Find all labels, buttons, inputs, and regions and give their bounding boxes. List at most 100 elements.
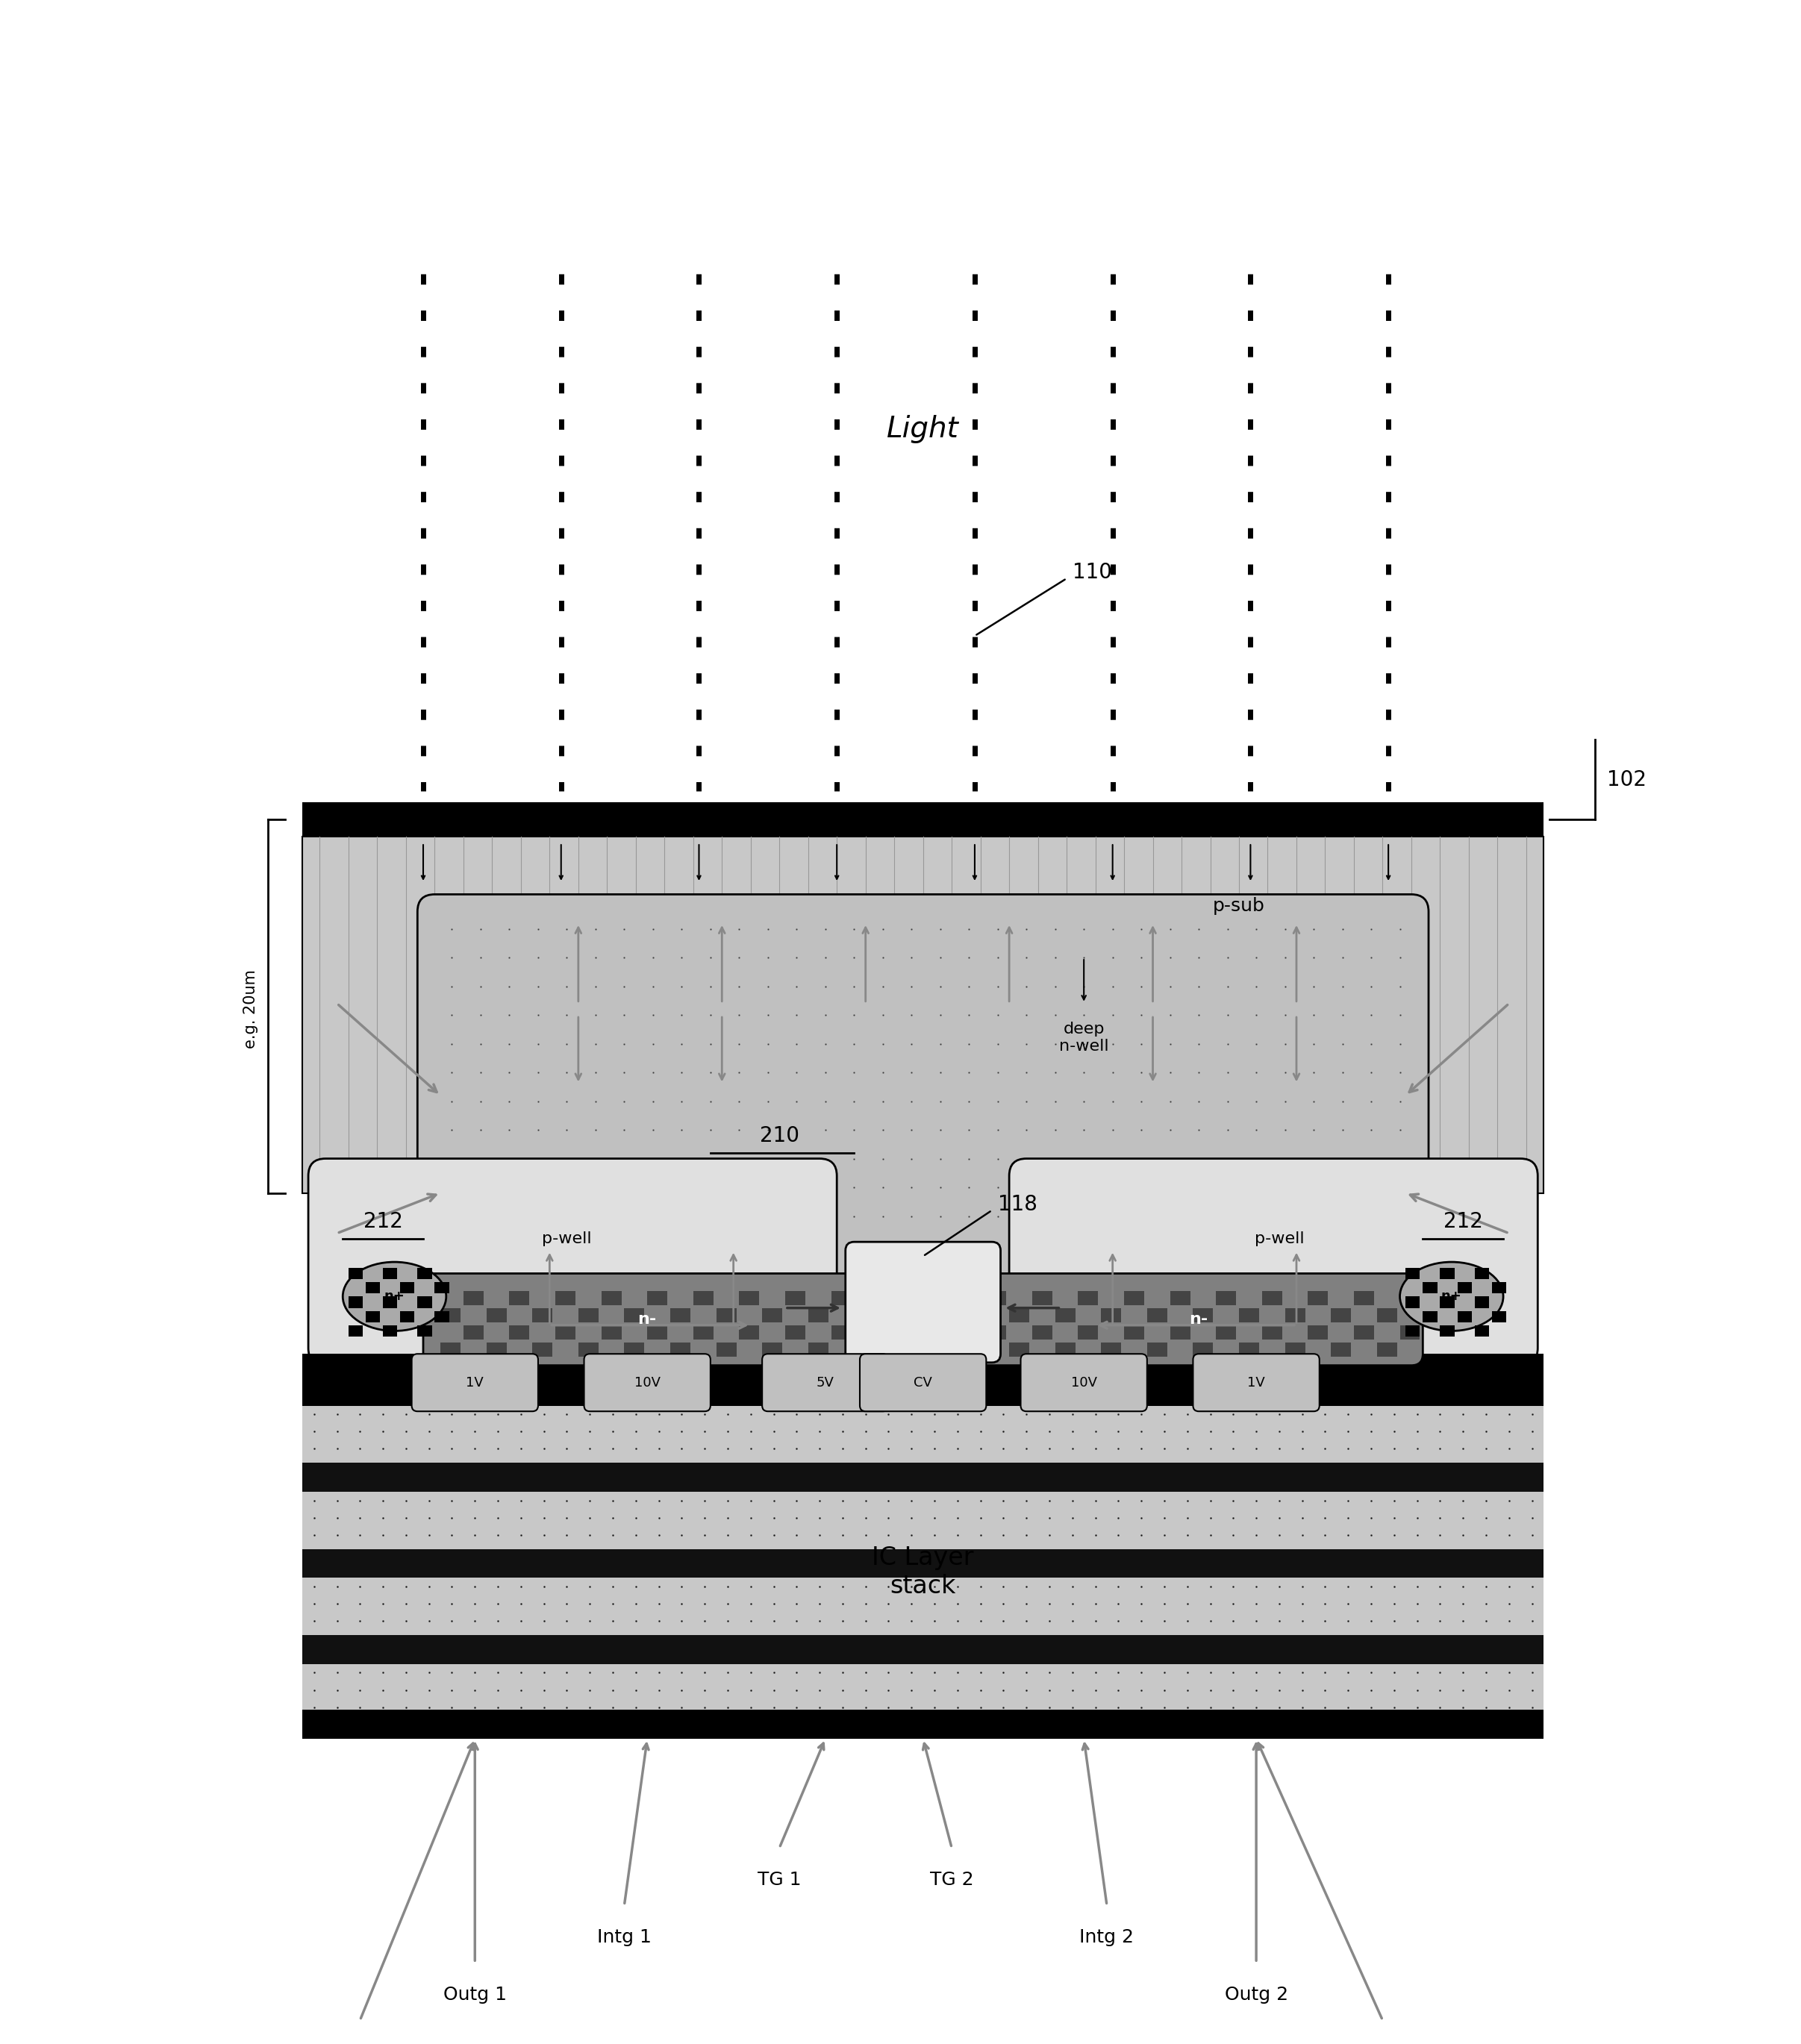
Text: 110: 110 — [1072, 562, 1111, 583]
Bar — [1009, 1308, 1030, 1322]
Text: Outg 1: Outg 1 — [443, 1985, 506, 2003]
Bar — [303, 1711, 1543, 1739]
Bar — [1171, 1325, 1190, 1339]
Ellipse shape — [342, 1261, 447, 1331]
Text: TG 2: TG 2 — [929, 1870, 974, 1889]
Bar — [384, 1325, 398, 1337]
Text: Intg 1: Intg 1 — [598, 1927, 652, 1946]
Bar — [647, 1290, 668, 1304]
Bar — [303, 1464, 1543, 1492]
Bar — [555, 1290, 576, 1304]
Bar — [1308, 1325, 1327, 1339]
Bar — [1423, 1282, 1437, 1294]
Bar — [625, 1308, 645, 1322]
Bar — [1284, 1343, 1306, 1357]
Bar — [762, 1308, 782, 1322]
Text: 212: 212 — [1443, 1212, 1482, 1233]
Bar — [1475, 1325, 1489, 1337]
Bar — [400, 1282, 414, 1294]
Bar — [349, 1296, 362, 1308]
Bar — [1055, 1343, 1075, 1357]
Text: p-well: p-well — [1253, 1233, 1304, 1247]
Text: 1V: 1V — [466, 1376, 484, 1390]
Bar — [1192, 1308, 1214, 1322]
Text: n+: n+ — [384, 1290, 405, 1304]
Bar — [1100, 1343, 1122, 1357]
Bar — [785, 1325, 805, 1339]
Bar — [1032, 1325, 1052, 1339]
Bar — [1491, 1282, 1506, 1294]
Text: TG 1: TG 1 — [758, 1870, 801, 1889]
Bar — [670, 1308, 690, 1322]
Bar — [303, 836, 1543, 1194]
Bar — [1216, 1325, 1235, 1339]
Bar — [303, 803, 1543, 836]
Bar — [1284, 1308, 1306, 1322]
FancyBboxPatch shape — [423, 1273, 877, 1365]
Text: n-: n- — [638, 1312, 657, 1327]
Bar — [1263, 1290, 1282, 1304]
Bar — [602, 1325, 621, 1339]
Bar — [1147, 1308, 1167, 1322]
FancyBboxPatch shape — [859, 1353, 987, 1410]
Bar — [533, 1343, 553, 1357]
Text: 212: 212 — [364, 1212, 403, 1233]
Bar — [830, 1325, 852, 1339]
Bar — [647, 1325, 668, 1339]
Bar — [1239, 1343, 1259, 1357]
Bar — [1009, 1343, 1030, 1357]
Bar — [349, 1267, 362, 1280]
Bar — [1475, 1296, 1489, 1308]
Bar — [303, 1664, 1543, 1711]
Bar — [510, 1325, 529, 1339]
Text: CV: CV — [913, 1376, 933, 1390]
Bar — [1475, 1267, 1489, 1280]
Text: Outg 2: Outg 2 — [1225, 1985, 1288, 2003]
Bar — [434, 1282, 448, 1294]
Bar — [693, 1290, 713, 1304]
Bar — [303, 1578, 1543, 1635]
Bar — [717, 1308, 737, 1322]
Bar — [1378, 1343, 1398, 1357]
Bar — [1405, 1296, 1419, 1308]
Bar — [987, 1325, 1007, 1339]
Text: e.g. 20um: e.g. 20um — [243, 969, 258, 1049]
Bar — [366, 1282, 380, 1294]
Bar — [1378, 1308, 1398, 1322]
Bar — [1079, 1290, 1099, 1304]
Bar — [1032, 1290, 1052, 1304]
Bar — [384, 1267, 398, 1280]
Text: 102: 102 — [1606, 769, 1646, 789]
Text: 10V: 10V — [634, 1376, 661, 1390]
Bar — [366, 1310, 380, 1322]
Text: 118: 118 — [998, 1194, 1037, 1214]
Bar — [738, 1290, 760, 1304]
Text: 1V: 1V — [1248, 1376, 1264, 1390]
FancyBboxPatch shape — [308, 1159, 837, 1365]
Text: 10V: 10V — [1072, 1376, 1097, 1390]
Bar — [418, 1296, 432, 1308]
Bar — [1124, 1290, 1144, 1304]
FancyBboxPatch shape — [845, 1243, 1001, 1363]
Bar — [441, 1343, 461, 1357]
Bar — [1423, 1310, 1437, 1322]
Text: IC Layer
stack: IC Layer stack — [872, 1545, 974, 1598]
FancyBboxPatch shape — [1021, 1353, 1147, 1410]
Bar — [717, 1343, 737, 1357]
Bar — [1079, 1325, 1099, 1339]
Bar — [830, 1290, 852, 1304]
Text: 5V: 5V — [816, 1376, 834, 1390]
Bar — [1331, 1343, 1351, 1357]
Bar — [1457, 1282, 1471, 1294]
Bar — [441, 1308, 461, 1322]
Bar — [1441, 1296, 1455, 1308]
Bar — [578, 1308, 598, 1322]
Bar — [384, 1296, 398, 1308]
Bar — [1399, 1290, 1419, 1304]
Bar — [555, 1325, 576, 1339]
Bar — [303, 1549, 1543, 1578]
Bar — [533, 1308, 553, 1322]
Bar — [809, 1308, 828, 1322]
Bar — [1405, 1325, 1419, 1337]
Bar — [303, 1635, 1543, 1664]
